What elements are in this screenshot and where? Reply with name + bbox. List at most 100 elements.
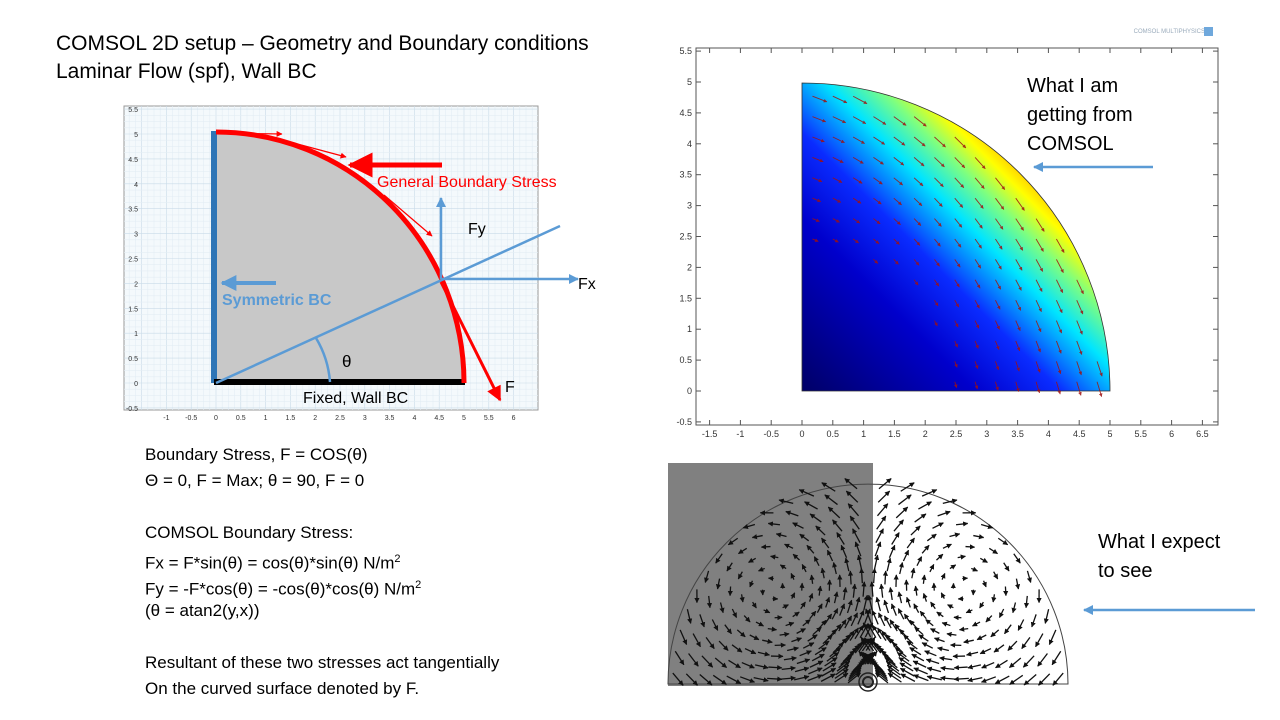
velocity-arrow xyxy=(913,157,925,167)
velocity-arrow xyxy=(856,554,863,570)
velocity-arrow xyxy=(899,628,909,640)
velocity-arrow xyxy=(793,674,810,681)
theta-label: θ xyxy=(342,352,351,371)
velocity-arrow xyxy=(768,664,783,671)
velocity-arrow xyxy=(852,157,864,164)
velocity-arrow xyxy=(974,197,984,209)
velocity-arrow xyxy=(967,664,982,670)
velocity-arrow xyxy=(762,638,773,644)
velocity-arrow xyxy=(1017,619,1025,631)
x-tick-label: 2.5 xyxy=(950,429,963,439)
velocity-arrow xyxy=(1035,279,1043,292)
velocity-arrow xyxy=(873,218,881,225)
velocity-arrow xyxy=(847,672,861,684)
velocity-arrow xyxy=(934,136,946,148)
velocity-arrow xyxy=(980,523,994,530)
symmetric-bc-label: Symmetric BC xyxy=(222,292,332,309)
expected-semicircle xyxy=(667,483,1069,685)
velocity-arrow xyxy=(760,544,771,550)
x-tick-label: -1.5 xyxy=(702,429,718,439)
velocity-arrow xyxy=(967,676,983,683)
velocity-arrow xyxy=(871,567,877,584)
velocity-arrow xyxy=(891,532,900,545)
velocity-arrow xyxy=(994,675,1010,685)
velocity-arrow xyxy=(995,259,1002,270)
velocity-arrow xyxy=(914,626,924,636)
velocity-arrow xyxy=(881,630,892,644)
x-tick-label: 4.5 xyxy=(434,415,444,422)
y-tick-label: 2 xyxy=(134,281,138,288)
velocity-arrow xyxy=(731,644,743,653)
velocity-arrow xyxy=(940,572,946,580)
velocity-arrow xyxy=(812,626,822,636)
x-tick-label: 0 xyxy=(799,429,804,439)
velocity-arrow xyxy=(936,553,944,561)
velocity-arrow xyxy=(1009,657,1022,669)
velocity-arrow xyxy=(1013,553,1021,564)
velocity-arrow xyxy=(1004,624,1012,635)
wall-boundary xyxy=(214,379,465,385)
y-tick-label: 5.5 xyxy=(128,107,138,114)
velocity-arrow xyxy=(1055,320,1063,334)
velocity-arrow xyxy=(936,611,944,618)
velocity-arrow xyxy=(831,608,839,620)
velocity-arrow xyxy=(749,634,760,641)
f-arrow xyxy=(439,281,502,402)
velocity-arrow xyxy=(954,218,963,228)
x-tick-label: -0.5 xyxy=(763,429,779,439)
velocity-arrow xyxy=(790,592,796,599)
velocity-arrow xyxy=(930,628,940,634)
velocity-arrow xyxy=(934,197,943,207)
velocity-arrow xyxy=(966,651,979,657)
velocity-arrow xyxy=(913,279,919,286)
velocity-arrow xyxy=(812,177,823,183)
velocity-arrow xyxy=(812,218,820,222)
velocity-arrow xyxy=(778,498,794,505)
velocity-arrow xyxy=(873,238,880,245)
velocity-arrow xyxy=(847,570,854,585)
velocity-arrow xyxy=(905,596,911,608)
x-tick-label: 4.5 xyxy=(1073,429,1086,439)
velocity-arrow xyxy=(832,561,838,575)
velocity-arrow xyxy=(954,157,966,169)
velocity-arrow xyxy=(929,563,935,573)
velocity-arrow xyxy=(990,629,1000,638)
velocity-arrow xyxy=(812,197,822,202)
velocity-arrow xyxy=(974,218,983,229)
velocity-arrow xyxy=(926,533,937,542)
x-tick-label: 3 xyxy=(363,415,367,422)
velocity-arrow xyxy=(809,513,822,523)
velocity-arrow xyxy=(727,586,733,597)
velocity-arrow xyxy=(906,640,918,650)
x-tick-label: 3.5 xyxy=(1011,429,1024,439)
x-tick-label: 3.5 xyxy=(385,415,395,422)
velocity-arrow xyxy=(974,340,979,349)
velocity-arrow xyxy=(738,547,748,555)
theta-arc xyxy=(314,337,332,383)
velocity-arrow xyxy=(913,674,929,682)
velocity-arrow xyxy=(877,627,887,641)
velocity-arrow xyxy=(792,553,800,561)
y-tick-label: 1.5 xyxy=(679,293,692,303)
velocity-arrow xyxy=(926,666,942,673)
velocity-arrow xyxy=(731,608,738,618)
velocity-arrow xyxy=(844,557,850,572)
velocity-arrow xyxy=(909,646,922,656)
velocity-arrow xyxy=(763,608,771,614)
velocity-arrow xyxy=(934,299,939,307)
x-tick-label: 5.5 xyxy=(1135,429,1148,439)
velocity-arrow xyxy=(836,532,845,545)
velocity-arrow xyxy=(801,563,807,573)
velocity-arrow xyxy=(1076,361,1082,376)
velocity-arrow xyxy=(913,259,920,266)
velocity-arrow xyxy=(804,501,818,510)
velocity-arrow xyxy=(958,626,969,632)
velocity-arrow xyxy=(940,675,956,681)
y-tick-label: 4.5 xyxy=(679,108,692,118)
velocity-arrow xyxy=(949,564,957,570)
callout-getting-line-2: getting from xyxy=(1027,104,1133,126)
velocity-arrow xyxy=(953,676,969,682)
velocity-arrow xyxy=(820,567,826,579)
velocity-arrow xyxy=(946,631,957,638)
velocity-arrow xyxy=(814,646,827,656)
